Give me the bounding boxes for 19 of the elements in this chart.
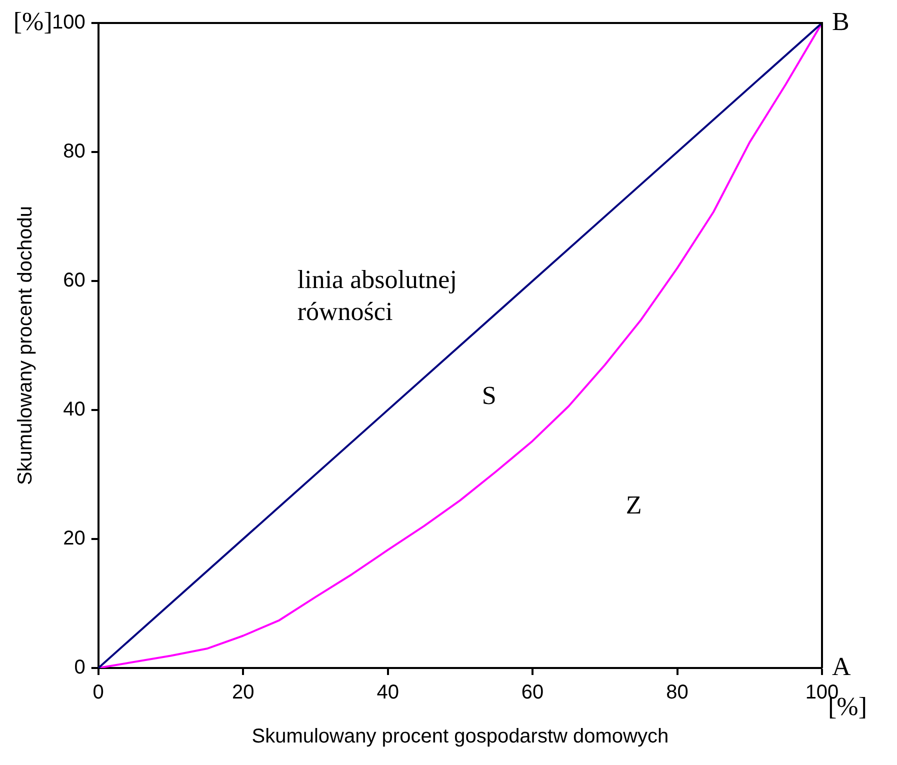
y-tick-label: 60: [63, 270, 86, 292]
y-tick-label: 20: [63, 528, 86, 550]
text: A: [832, 652, 851, 681]
annotation: S: [482, 380, 496, 410]
y-tick-label: 100: [52, 12, 86, 34]
y-tick-label: 40: [63, 398, 86, 421]
annotation: Z: [626, 490, 642, 520]
x-tick-label: 60: [521, 682, 544, 704]
text: B: [832, 6, 850, 36]
x-tick-label: 0: [92, 682, 104, 704]
y-tick-label: 0: [74, 656, 86, 679]
text: [%]: [13, 6, 52, 36]
y-axis-title: Skumulowany procent dochodu: [14, 206, 37, 486]
annotation: linia absolutnej równości: [297, 264, 457, 326]
x-tick-label: 80: [666, 682, 688, 704]
x-tick-label: 40: [376, 682, 399, 704]
y-tick-label: 80: [63, 140, 86, 163]
x-tick-label: 20: [232, 682, 254, 704]
x-axis-title: Skumulowany procent gospodarstw domowych: [252, 726, 669, 748]
